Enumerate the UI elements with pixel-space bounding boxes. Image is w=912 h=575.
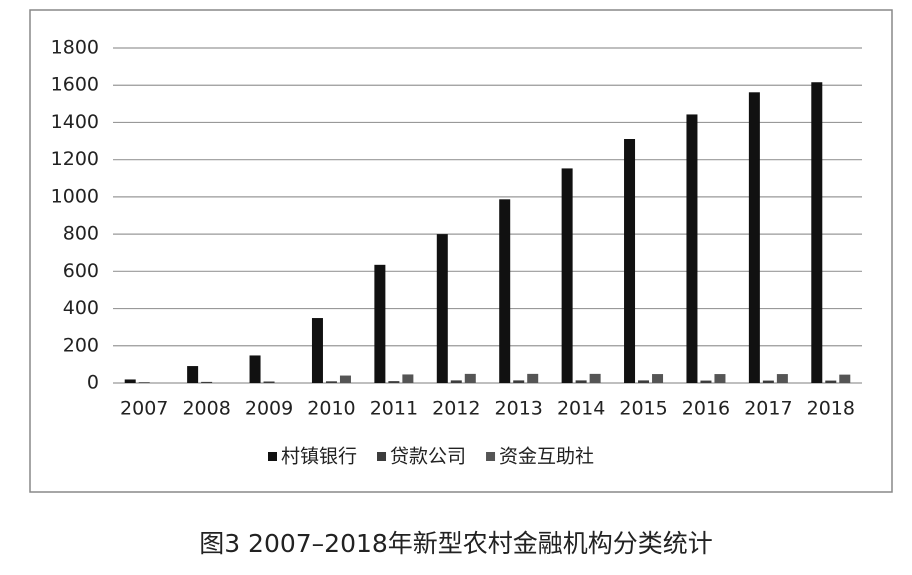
bar: [464, 373, 476, 383]
legend-label: 贷款公司: [390, 446, 466, 468]
legend-swatch: [268, 452, 277, 461]
x-tick-label: 2008: [182, 398, 230, 420]
legend-label: 村镇银行: [281, 446, 357, 468]
x-tick-label: 2016: [682, 398, 730, 420]
legend-label: 资金互助社: [499, 446, 594, 468]
bar: [575, 380, 587, 383]
y-tick-label: 600: [63, 260, 99, 282]
bar: [339, 375, 351, 383]
bar: [700, 380, 712, 383]
x-tick-label: 2010: [307, 398, 355, 420]
bar: [811, 82, 823, 383]
y-tick-label: 0: [87, 372, 99, 394]
legend-swatch: [486, 452, 496, 461]
bar: [652, 374, 664, 383]
bar: [499, 199, 511, 383]
bar: [589, 373, 601, 383]
y-tick-label: 400: [63, 297, 99, 319]
chart-frame: [29, 9, 893, 493]
x-tick-label: 2007: [120, 398, 168, 420]
x-tick-label: 2015: [619, 398, 667, 420]
x-tick-label: 2014: [557, 398, 605, 420]
bar: [714, 374, 726, 383]
bar: [762, 380, 774, 383]
x-tick-label: 2012: [432, 398, 480, 420]
y-tick-label: 1400: [51, 111, 99, 133]
x-tick-label: 2009: [245, 398, 293, 420]
bar: [624, 139, 636, 383]
bar: [825, 380, 837, 383]
x-tick-label: 2011: [370, 398, 418, 420]
bar: [201, 381, 213, 383]
bar: [374, 264, 386, 383]
bar: [311, 318, 323, 383]
bar: [513, 380, 525, 383]
bar: [748, 92, 760, 384]
y-tick-label: 200: [63, 334, 99, 356]
bar: [124, 379, 136, 383]
bar: [388, 381, 400, 383]
x-tick-label: 2017: [744, 398, 792, 420]
bar: [450, 380, 462, 383]
legend-swatch: [377, 452, 387, 461]
y-tick-label: 1200: [51, 148, 99, 170]
bar: [325, 381, 337, 383]
y-tick-label: 1600: [51, 74, 99, 96]
x-tick-label: 2013: [495, 398, 543, 420]
bar: [263, 381, 275, 383]
bar: [436, 234, 448, 383]
bar: [638, 380, 650, 383]
bar: [527, 373, 539, 383]
bar: [249, 355, 261, 383]
bar: [839, 374, 851, 383]
bar: [138, 382, 150, 383]
y-tick-label: 1000: [51, 185, 99, 207]
bar: [776, 374, 788, 383]
y-tick-label: 1800: [51, 37, 99, 59]
bar: [686, 114, 698, 384]
y-tick-label: 800: [63, 223, 99, 245]
bar: [187, 366, 199, 383]
x-tick-label: 2018: [807, 398, 855, 420]
chart-title: 图3 2007–2018年新型农村金融机构分类统计: [199, 529, 713, 558]
bar: [402, 374, 414, 383]
bar: [561, 168, 573, 383]
